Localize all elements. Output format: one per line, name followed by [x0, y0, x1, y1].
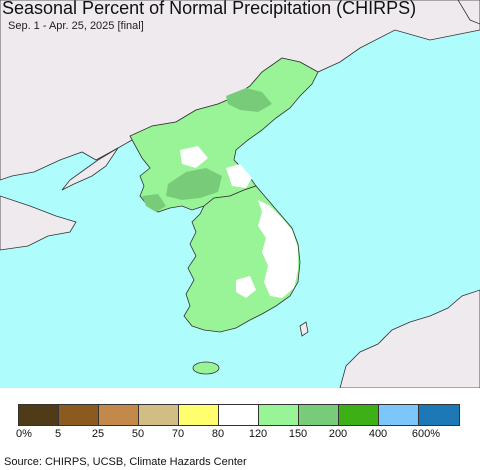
legend-label: 0%: [16, 428, 32, 440]
japan-kyushu-honshu: [339, 289, 480, 388]
map-title: Seasonal Percent of Normal Precipitation…: [2, 0, 417, 18]
near-normal-central: [236, 276, 256, 298]
much-above-patch-northeast: [226, 88, 272, 112]
legend-swatch: [59, 405, 99, 425]
near-normal-patch-1: [180, 146, 208, 168]
tsushima-island: [299, 321, 309, 337]
legend-swatch: [139, 405, 179, 425]
legend-swatch: [219, 405, 259, 425]
japan-north-tip: [457, 0, 480, 25]
much-above-patch-west: [166, 168, 222, 200]
near-normal-east: [258, 200, 298, 298]
legend-label: 50: [131, 428, 145, 440]
near-normal-patch-2: [226, 164, 252, 188]
legend-label: 200: [328, 428, 348, 440]
shandong-peninsula: [0, 195, 77, 251]
legend-label: 400: [368, 428, 388, 440]
legend-swatch: [19, 405, 59, 425]
source-credit: Source: CHIRPS, UCSB, Climate Hazards Ce…: [4, 456, 247, 468]
legend-swatch: [179, 405, 219, 425]
precipitation-map: [0, 0, 480, 388]
legend-swatch: [299, 405, 339, 425]
legend-label: 150: [288, 428, 308, 440]
jeju-island: [192, 361, 220, 375]
liaodong-peninsula: [61, 147, 119, 191]
legend-swatch: [339, 405, 379, 425]
color-legend: [18, 404, 460, 426]
much-above-patch-coast: [142, 194, 166, 212]
legend-label: 5: [54, 428, 62, 440]
legend-swatch: [419, 405, 459, 425]
legend-label: 120: [248, 428, 268, 440]
legend-swatch: [99, 405, 139, 425]
legend-label: 80: [211, 428, 225, 440]
legend-label: 600%: [411, 428, 441, 440]
legend-label: 70: [171, 428, 185, 440]
legend-swatch: [379, 405, 419, 425]
legend-labels: 0% 5 25 50 70 80 120 150 200 400 600%: [0, 428, 480, 442]
legend-swatch: [259, 405, 299, 425]
legend-label: 25: [91, 428, 105, 440]
map-subtitle: Sep. 1 - Apr. 25, 2025 [final]: [8, 20, 144, 32]
